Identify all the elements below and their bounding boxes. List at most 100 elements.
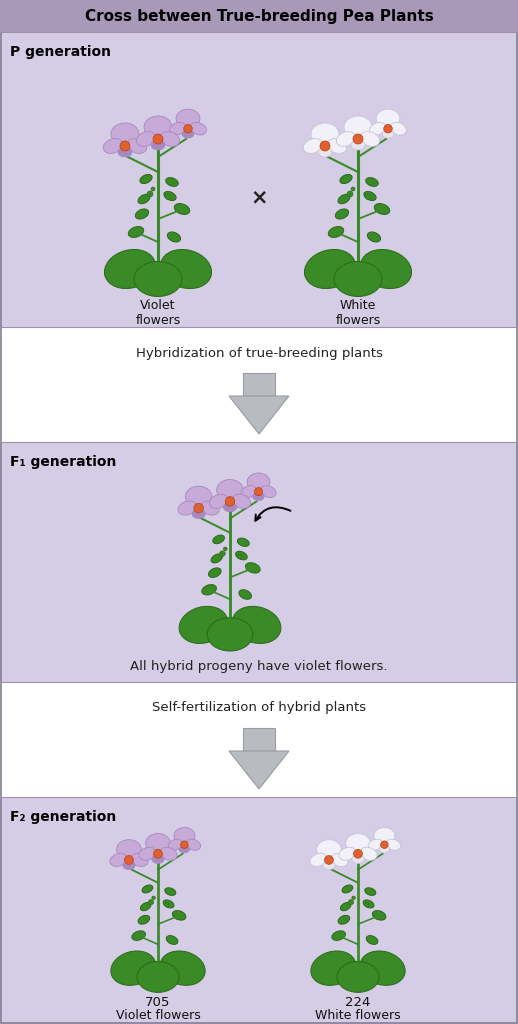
Ellipse shape — [369, 123, 386, 135]
Ellipse shape — [165, 888, 176, 895]
Ellipse shape — [182, 125, 190, 137]
Ellipse shape — [160, 951, 205, 985]
Ellipse shape — [217, 479, 243, 501]
Ellipse shape — [160, 847, 177, 860]
Circle shape — [120, 141, 130, 151]
Ellipse shape — [368, 839, 383, 850]
Ellipse shape — [316, 840, 341, 859]
Ellipse shape — [139, 847, 156, 860]
Circle shape — [352, 896, 355, 899]
Ellipse shape — [334, 261, 382, 297]
Circle shape — [354, 849, 363, 858]
Ellipse shape — [310, 853, 327, 866]
Ellipse shape — [127, 138, 147, 154]
Ellipse shape — [390, 123, 407, 135]
Bar — [0, 0, 518, 32]
Text: 224: 224 — [346, 996, 371, 1009]
Ellipse shape — [128, 226, 143, 238]
Ellipse shape — [344, 116, 372, 138]
Circle shape — [225, 497, 235, 506]
Bar — [0, 682, 518, 797]
Ellipse shape — [211, 554, 222, 563]
Ellipse shape — [328, 226, 344, 238]
Bar — [0, 797, 518, 1024]
Ellipse shape — [146, 834, 170, 853]
Ellipse shape — [160, 132, 180, 146]
Ellipse shape — [305, 250, 355, 289]
Text: All hybrid progeny have violet flowers.: All hybrid progeny have violet flowers. — [130, 660, 388, 673]
Ellipse shape — [338, 915, 350, 925]
Ellipse shape — [163, 900, 174, 908]
Ellipse shape — [105, 250, 155, 289]
Circle shape — [347, 191, 353, 197]
Ellipse shape — [136, 132, 156, 146]
Ellipse shape — [361, 132, 380, 146]
Ellipse shape — [166, 177, 178, 186]
Circle shape — [254, 487, 263, 496]
Ellipse shape — [375, 204, 390, 214]
Ellipse shape — [161, 250, 211, 289]
Ellipse shape — [137, 962, 179, 992]
Ellipse shape — [152, 855, 164, 863]
Ellipse shape — [186, 839, 200, 850]
Ellipse shape — [366, 936, 378, 944]
Ellipse shape — [179, 846, 190, 853]
Polygon shape — [229, 396, 289, 434]
Ellipse shape — [140, 902, 151, 910]
Ellipse shape — [253, 488, 261, 500]
Ellipse shape — [338, 195, 350, 204]
Circle shape — [320, 141, 330, 151]
Circle shape — [147, 191, 153, 197]
Bar — [0, 442, 518, 682]
Ellipse shape — [379, 846, 390, 853]
Ellipse shape — [363, 900, 374, 908]
Ellipse shape — [367, 232, 381, 242]
Ellipse shape — [311, 123, 339, 145]
Circle shape — [381, 841, 388, 849]
Ellipse shape — [111, 123, 139, 145]
Text: P generation: P generation — [10, 45, 111, 59]
Ellipse shape — [335, 209, 349, 219]
Ellipse shape — [172, 910, 186, 921]
Ellipse shape — [340, 902, 351, 910]
Circle shape — [148, 899, 154, 905]
Circle shape — [325, 855, 334, 864]
Circle shape — [165, 195, 170, 200]
Ellipse shape — [374, 827, 395, 844]
Ellipse shape — [241, 485, 256, 498]
Circle shape — [184, 125, 192, 133]
Circle shape — [348, 899, 354, 905]
Bar — [243, 373, 275, 396]
Ellipse shape — [118, 147, 132, 157]
Ellipse shape — [103, 138, 123, 154]
Ellipse shape — [110, 853, 127, 866]
Ellipse shape — [386, 839, 400, 850]
Ellipse shape — [360, 951, 405, 985]
Circle shape — [351, 187, 355, 191]
Ellipse shape — [135, 209, 149, 219]
Text: ×: × — [250, 187, 268, 207]
Ellipse shape — [372, 910, 386, 921]
Ellipse shape — [190, 123, 207, 135]
Circle shape — [153, 134, 163, 144]
Bar — [243, 728, 275, 751]
Text: White
flowers: White flowers — [335, 299, 381, 327]
Ellipse shape — [117, 840, 141, 859]
Ellipse shape — [232, 495, 251, 509]
Ellipse shape — [382, 130, 394, 138]
Polygon shape — [229, 751, 289, 790]
Ellipse shape — [223, 503, 237, 512]
Circle shape — [152, 896, 155, 899]
Ellipse shape — [179, 842, 186, 852]
Ellipse shape — [140, 174, 152, 183]
Ellipse shape — [360, 847, 377, 860]
Ellipse shape — [364, 191, 376, 201]
Ellipse shape — [192, 509, 205, 518]
Ellipse shape — [142, 885, 153, 893]
Ellipse shape — [366, 177, 378, 186]
Ellipse shape — [361, 250, 412, 289]
Ellipse shape — [209, 568, 221, 578]
Ellipse shape — [168, 839, 183, 850]
Ellipse shape — [339, 847, 356, 860]
Ellipse shape — [174, 827, 195, 844]
